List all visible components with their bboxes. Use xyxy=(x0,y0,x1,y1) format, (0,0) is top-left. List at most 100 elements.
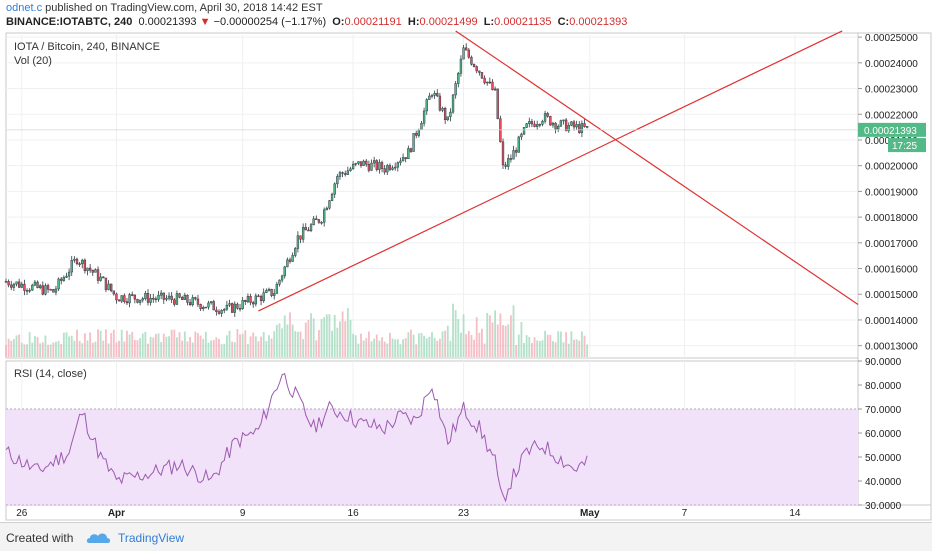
candle-body[interactable] xyxy=(23,283,26,291)
candle-body[interactable] xyxy=(412,133,415,152)
candle-body[interactable] xyxy=(307,229,310,232)
candle-body[interactable] xyxy=(196,298,200,305)
candle-body[interactable] xyxy=(580,123,584,133)
candle-body[interactable] xyxy=(159,292,163,296)
candle-body[interactable] xyxy=(283,266,286,277)
candle-body[interactable] xyxy=(183,294,186,300)
candle-body[interactable] xyxy=(181,297,184,300)
candle-body[interactable] xyxy=(146,293,150,303)
candle-body[interactable] xyxy=(564,119,568,132)
candle-body[interactable] xyxy=(288,259,292,262)
candle-body[interactable] xyxy=(359,161,363,166)
price-panel[interactable] xyxy=(5,32,859,359)
candle-body[interactable] xyxy=(270,288,273,296)
candle-body[interactable] xyxy=(443,107,447,120)
candle-body[interactable] xyxy=(365,160,368,165)
candle-body[interactable] xyxy=(15,281,18,285)
candle-body[interactable] xyxy=(141,298,144,301)
candle-body[interactable] xyxy=(107,283,110,290)
candle-body[interactable] xyxy=(123,295,126,302)
candle-body[interactable] xyxy=(309,224,313,231)
candle-body[interactable] xyxy=(152,297,155,300)
candle-body[interactable] xyxy=(236,303,239,309)
candle-body[interactable] xyxy=(262,292,265,302)
candle-body[interactable] xyxy=(254,295,257,305)
candle-body[interactable] xyxy=(488,81,492,84)
candle-body[interactable] xyxy=(333,183,336,195)
candle-body[interactable] xyxy=(346,170,350,175)
candle-body[interactable] xyxy=(328,200,331,209)
candle-body[interactable] xyxy=(20,283,23,288)
candle-body[interactable] xyxy=(572,121,576,128)
candle-body[interactable] xyxy=(396,162,399,168)
trendline[interactable] xyxy=(258,30,843,312)
candle-body[interactable] xyxy=(246,296,250,302)
candle-body[interactable] xyxy=(478,70,481,73)
candle-body[interactable] xyxy=(391,167,394,170)
candle-body[interactable] xyxy=(530,121,534,125)
candle-body[interactable] xyxy=(520,133,523,138)
candle-body[interactable] xyxy=(73,258,76,261)
tradingview-brand-link[interactable]: TradingView xyxy=(118,531,185,545)
candle-body[interactable] xyxy=(110,283,113,292)
candle-body[interactable] xyxy=(383,168,386,173)
candle-body[interactable] xyxy=(280,275,284,281)
candle-body[interactable] xyxy=(131,294,134,296)
candle-body[interactable] xyxy=(144,293,147,299)
candle-body[interactable] xyxy=(517,136,520,153)
candle-body[interactable] xyxy=(430,95,434,97)
candle-body[interactable] xyxy=(241,300,244,309)
candle-body[interactable] xyxy=(86,267,89,272)
candle-body[interactable] xyxy=(212,301,215,311)
candle-body[interactable] xyxy=(233,303,236,313)
candle-body[interactable] xyxy=(259,296,263,302)
candle-body[interactable] xyxy=(551,122,555,126)
candle-body[interactable] xyxy=(457,73,460,84)
candle-body[interactable] xyxy=(65,275,68,278)
candle-body[interactable] xyxy=(546,113,549,117)
candle-body[interactable] xyxy=(75,258,79,264)
candle-body[interactable] xyxy=(291,255,294,262)
candle-body[interactable] xyxy=(438,95,442,111)
candle-body[interactable] xyxy=(417,129,421,136)
candle-body[interactable] xyxy=(483,77,486,84)
candle-body[interactable] xyxy=(372,160,376,164)
candle-body[interactable] xyxy=(191,297,194,306)
candle-body[interactable] xyxy=(375,160,378,170)
candle-body[interactable] xyxy=(186,294,189,303)
candle-body[interactable] xyxy=(133,294,137,300)
candle-body[interactable] xyxy=(165,297,168,300)
candle-body[interactable] xyxy=(215,309,218,312)
candle-body[interactable] xyxy=(567,125,570,132)
candle-body[interactable] xyxy=(323,209,326,223)
candle-body[interactable] xyxy=(267,288,271,291)
candle-body[interactable] xyxy=(31,284,34,291)
candle-body[interactable] xyxy=(67,271,71,277)
candle-body[interactable] xyxy=(330,193,334,201)
candle-body[interactable] xyxy=(459,58,463,74)
candle-body[interactable] xyxy=(81,259,84,265)
candle-body[interactable] xyxy=(167,295,171,299)
candle-body[interactable] xyxy=(83,259,87,272)
candle-body[interactable] xyxy=(301,227,305,240)
candle-body[interactable] xyxy=(175,293,179,305)
candle-body[interactable] xyxy=(96,269,100,281)
candle-body[interactable] xyxy=(404,157,407,160)
candle-body[interactable] xyxy=(78,263,81,265)
candle-body[interactable] xyxy=(286,259,289,268)
candle-body[interactable] xyxy=(509,158,513,160)
candle-body[interactable] xyxy=(312,218,315,225)
candle-body[interactable] xyxy=(514,150,518,153)
candle-body[interactable] xyxy=(422,110,426,124)
candle-body[interactable] xyxy=(378,162,381,170)
candle-body[interactable] xyxy=(244,300,247,302)
candle-body[interactable] xyxy=(52,289,55,293)
candle-body[interactable] xyxy=(528,121,531,124)
candle-body[interactable] xyxy=(228,303,231,306)
candle-body[interactable] xyxy=(562,119,565,122)
candle-body[interactable] xyxy=(454,83,457,96)
candle-body[interactable] xyxy=(249,296,252,303)
candle-body[interactable] xyxy=(585,126,589,128)
candle-body[interactable] xyxy=(441,107,444,111)
candle-body[interactable] xyxy=(399,160,402,163)
